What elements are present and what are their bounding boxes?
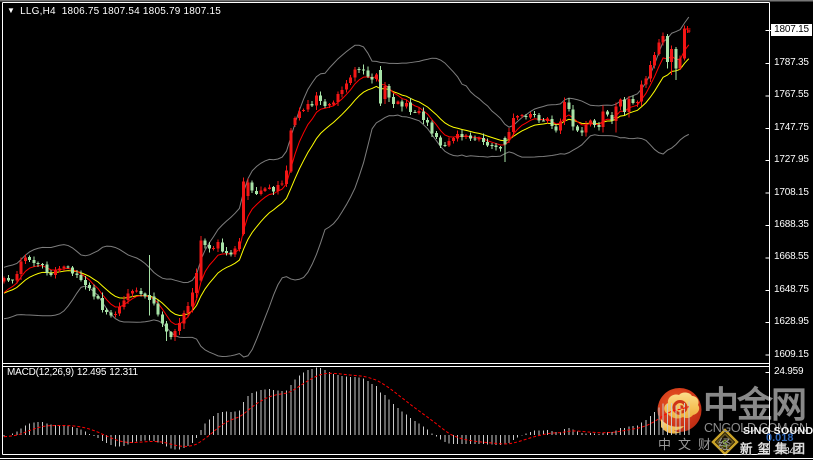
chevron-down-icon[interactable]: ▼: [7, 6, 16, 15]
watermark-partner-code: 0.018: [766, 432, 794, 444]
price-axis-label: 1688.35: [774, 219, 809, 230]
price-axis-label: 1708.15: [774, 186, 809, 198]
bollinger-lower-band-line: [3, 114, 690, 358]
price-axis-label: 1787.35: [774, 57, 809, 68]
macd-value-signal: 12.311: [109, 367, 138, 378]
macd-axis-max-label: 24.959: [774, 366, 804, 377]
bear-candle-bodies: [6, 35, 678, 338]
macd-histogram-bars: [3, 367, 690, 450]
watermark-partner-name: SINO SOUND: [743, 425, 813, 437]
macd-indicator-label: MACD(12,26,9) 12.495 12.311: [7, 367, 138, 379]
macd-signal-line: [3, 372, 689, 447]
price-axis-label: 1747.75: [774, 121, 809, 133]
price-axis-label: 1628.95: [774, 316, 809, 328]
macd-name: MACD(12,26,9): [7, 367, 74, 378]
last-high-cross-marker: [685, 26, 691, 33]
bull-candle-wicks: [3, 25, 690, 341]
watermark-partner-name-cn: 新玺集团: [740, 442, 811, 456]
watermark-brand-text: 中金网: [703, 384, 807, 425]
price-axis-ticks: [765, 30, 771, 449]
macd-value-main: 12.495: [76, 367, 107, 378]
ohlc-open: 1806.75: [61, 6, 100, 17]
symbol-ohlc-header: ▼ LLG,H4 1806.75 1807.54 1805.79 1807.15: [7, 5, 221, 18]
price-axis-label: 1668.55: [774, 251, 809, 263]
price-axis-label: 1609.15: [774, 348, 809, 360]
symbol-timeframe: LLG,H4: [20, 6, 56, 17]
svg-text:$: $: [722, 439, 728, 450]
price-axis-label: 1648.75: [774, 283, 809, 295]
ohlc-high: 1807.54: [102, 6, 140, 17]
ohlc-low: 1805.79: [142, 6, 181, 17]
ma-line-yellow: [3, 58, 690, 317]
ohlc-close: 1807.15: [183, 6, 222, 17]
bollinger-upper-band-line: [3, 16, 690, 284]
watermark-domain-text: CNGOLD.COM.CN: [704, 421, 808, 435]
macd-axis-min-label: -6.841: [773, 446, 801, 457]
price-axis-label: 1727.95: [774, 154, 809, 166]
cngold-logo-icon: [657, 388, 702, 434]
current-price-marker: 1807.15: [771, 24, 812, 36]
watermark-tagline-text: 中文财经: [658, 437, 739, 452]
bull-candle-bodies: [2, 28, 691, 338]
price-axis-label: 1767.55: [774, 89, 809, 101]
bear-candle-wicks: [7, 34, 677, 341]
